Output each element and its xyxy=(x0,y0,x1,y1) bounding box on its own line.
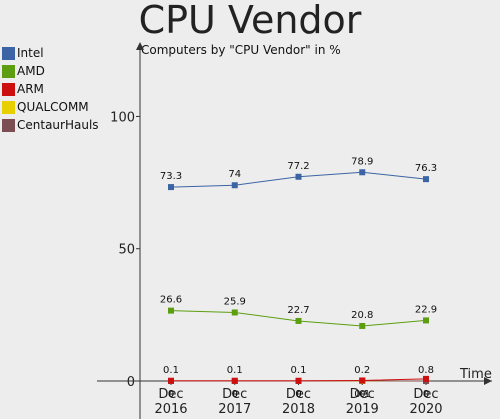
legend-swatch xyxy=(2,82,15,96)
data-point xyxy=(168,307,174,314)
y-tick-label: 50 xyxy=(118,243,135,258)
legend-label: QUALCOMM xyxy=(17,100,89,114)
data-label: 0 xyxy=(168,389,174,400)
data-label: 0 xyxy=(295,389,301,400)
x-axis-arrow xyxy=(484,377,492,385)
data-label: 0.1 xyxy=(227,365,243,376)
chart-subtitle: Computers by "CPU Vendor" in % xyxy=(141,43,341,57)
x-tick-label: Dec 2017 xyxy=(218,387,251,417)
data-point xyxy=(231,309,238,316)
data-label: 0 xyxy=(423,389,429,400)
data-label: 0 xyxy=(295,389,301,400)
data-label: 22.9 xyxy=(415,304,437,315)
data-label: 0.1 xyxy=(291,365,307,376)
data-point xyxy=(295,317,302,324)
data-label: 0.1 xyxy=(354,389,370,400)
chart-title: CPU Vendor xyxy=(138,0,362,42)
legend-item: AMD xyxy=(2,62,99,80)
y-tick-label: 0 xyxy=(127,375,135,390)
legend-label: ARM xyxy=(17,82,44,96)
y-tick-label: 100 xyxy=(110,110,135,125)
x-tick-label: Dec 2020 xyxy=(409,387,442,417)
legend-swatch xyxy=(2,64,15,78)
legend-swatch xyxy=(2,118,15,132)
data-point xyxy=(295,377,302,384)
legend-item: ARM xyxy=(2,80,99,98)
legend-label: CentaurHauls xyxy=(17,118,99,132)
legend-item: QUALCOMM xyxy=(2,98,99,116)
data-label: 73.3 xyxy=(160,171,182,182)
data-label: 25.9 xyxy=(224,296,246,307)
legend-item: Intel xyxy=(2,44,99,62)
data-label: 0.1 xyxy=(163,365,179,376)
data-point xyxy=(231,377,238,384)
data-label: 26.6 xyxy=(160,295,182,306)
data-point xyxy=(359,377,366,384)
legend-label: AMD xyxy=(17,64,45,78)
x-tick-label: Dec 2019 xyxy=(346,387,379,417)
data-point xyxy=(168,377,174,384)
data-point xyxy=(295,173,302,180)
data-label: 74 xyxy=(228,169,241,180)
data-label: 0 xyxy=(359,389,365,400)
data-point xyxy=(423,375,429,382)
data-point xyxy=(423,176,429,183)
x-axis-label: Time xyxy=(459,367,492,382)
x-tick-label: Dec 2018 xyxy=(282,387,315,417)
data-label: 0 xyxy=(423,389,429,400)
legend-swatch xyxy=(2,100,15,114)
x-tick-label: Dec 2016 xyxy=(154,387,187,417)
data-label: 0 xyxy=(232,389,238,400)
data-point xyxy=(359,322,366,329)
legend: Intel AMD ARM QUALCOMM CentaurHauls xyxy=(2,44,99,134)
y-axis-arrow xyxy=(136,42,144,50)
data-label: 0.2 xyxy=(354,365,370,376)
legend-label: Intel xyxy=(17,46,44,60)
data-point xyxy=(231,182,238,189)
data-point xyxy=(359,169,366,176)
data-label: 0 xyxy=(232,389,238,400)
data-point xyxy=(168,184,174,191)
data-label: 0.8 xyxy=(418,365,434,376)
data-label: 22.7 xyxy=(287,305,309,316)
data-point xyxy=(423,317,429,324)
data-label: 76.3 xyxy=(415,163,437,174)
data-label: 78.9 xyxy=(351,156,373,167)
legend-swatch xyxy=(2,46,15,60)
legend-item: CentaurHauls xyxy=(2,116,99,134)
data-label: 20.8 xyxy=(351,310,373,321)
data-label: 0 xyxy=(168,389,174,400)
data-label: 77.2 xyxy=(287,161,309,172)
